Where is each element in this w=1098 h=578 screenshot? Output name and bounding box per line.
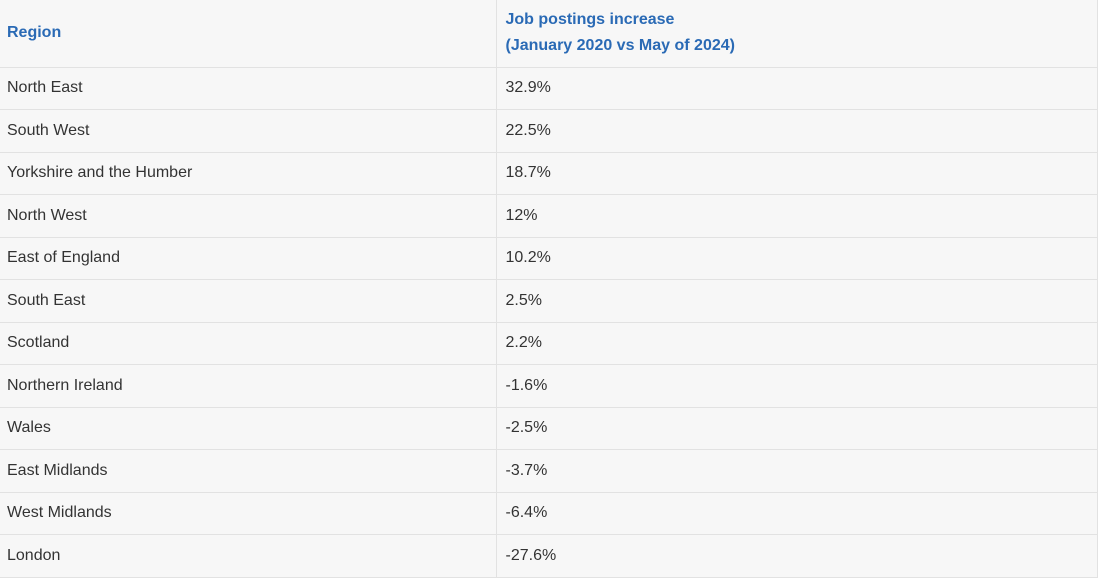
table-body: North East 32.9% South West 22.5% Yorksh… [0,67,1097,578]
increase-cell: 12% [495,194,1097,238]
table-row: East Midlands -3.7% [0,449,1097,493]
table-row: West Midlands -6.4% [0,492,1097,535]
region-cell: East Midlands [0,449,496,493]
region-column-header[interactable]: Region [0,0,496,68]
region-cell: South West [0,109,496,153]
region-cell: London [0,534,496,578]
increase-cell: 22.5% [495,109,1097,153]
increase-cell: 18.7% [495,152,1097,195]
region-cell: South East [0,279,496,323]
increase-cell: -27.6% [495,534,1097,578]
increase-header-line1: Job postings increase [505,11,675,29]
increase-column-header[interactable]: Job postings increase (January 2020 vs M… [495,0,1097,68]
increase-cell: 10.2% [495,237,1097,280]
table-row: East of England 10.2% [0,237,1097,280]
table-row: South West 22.5% [0,109,1097,153]
table-row: Yorkshire and the Humber 18.7% [0,152,1097,195]
increase-cell: -1.6% [495,364,1097,408]
increase-cell: 32.9% [495,67,1097,110]
table-row: North East 32.9% [0,67,1097,110]
increase-cell: -6.4% [495,492,1097,535]
table-row: Northern Ireland -1.6% [0,364,1097,408]
region-cell: Northern Ireland [0,364,496,408]
table-row: North West 12% [0,194,1097,238]
region-cell: Wales [0,407,496,450]
increase-cell: -2.5% [495,407,1097,450]
region-cell: East of England [0,237,496,280]
table-row: Wales -2.5% [0,407,1097,450]
table-row: London -27.6% [0,534,1097,578]
table-row: South East 2.5% [0,279,1097,323]
increase-cell: 2.5% [495,279,1097,323]
increase-cell: -3.7% [495,449,1097,493]
region-cell: North West [0,194,496,238]
region-cell: North East [0,67,496,110]
increase-cell: 2.2% [495,322,1097,365]
region-cell: Yorkshire and the Humber [0,152,496,195]
table-header-row: Region Job postings increase (January 20… [0,0,1097,68]
region-cell: Scotland [0,322,496,365]
table-row: Scotland 2.2% [0,322,1097,365]
region-cell: West Midlands [0,492,496,535]
increase-header-line2: (January 2020 vs May of 2024) [505,37,735,55]
